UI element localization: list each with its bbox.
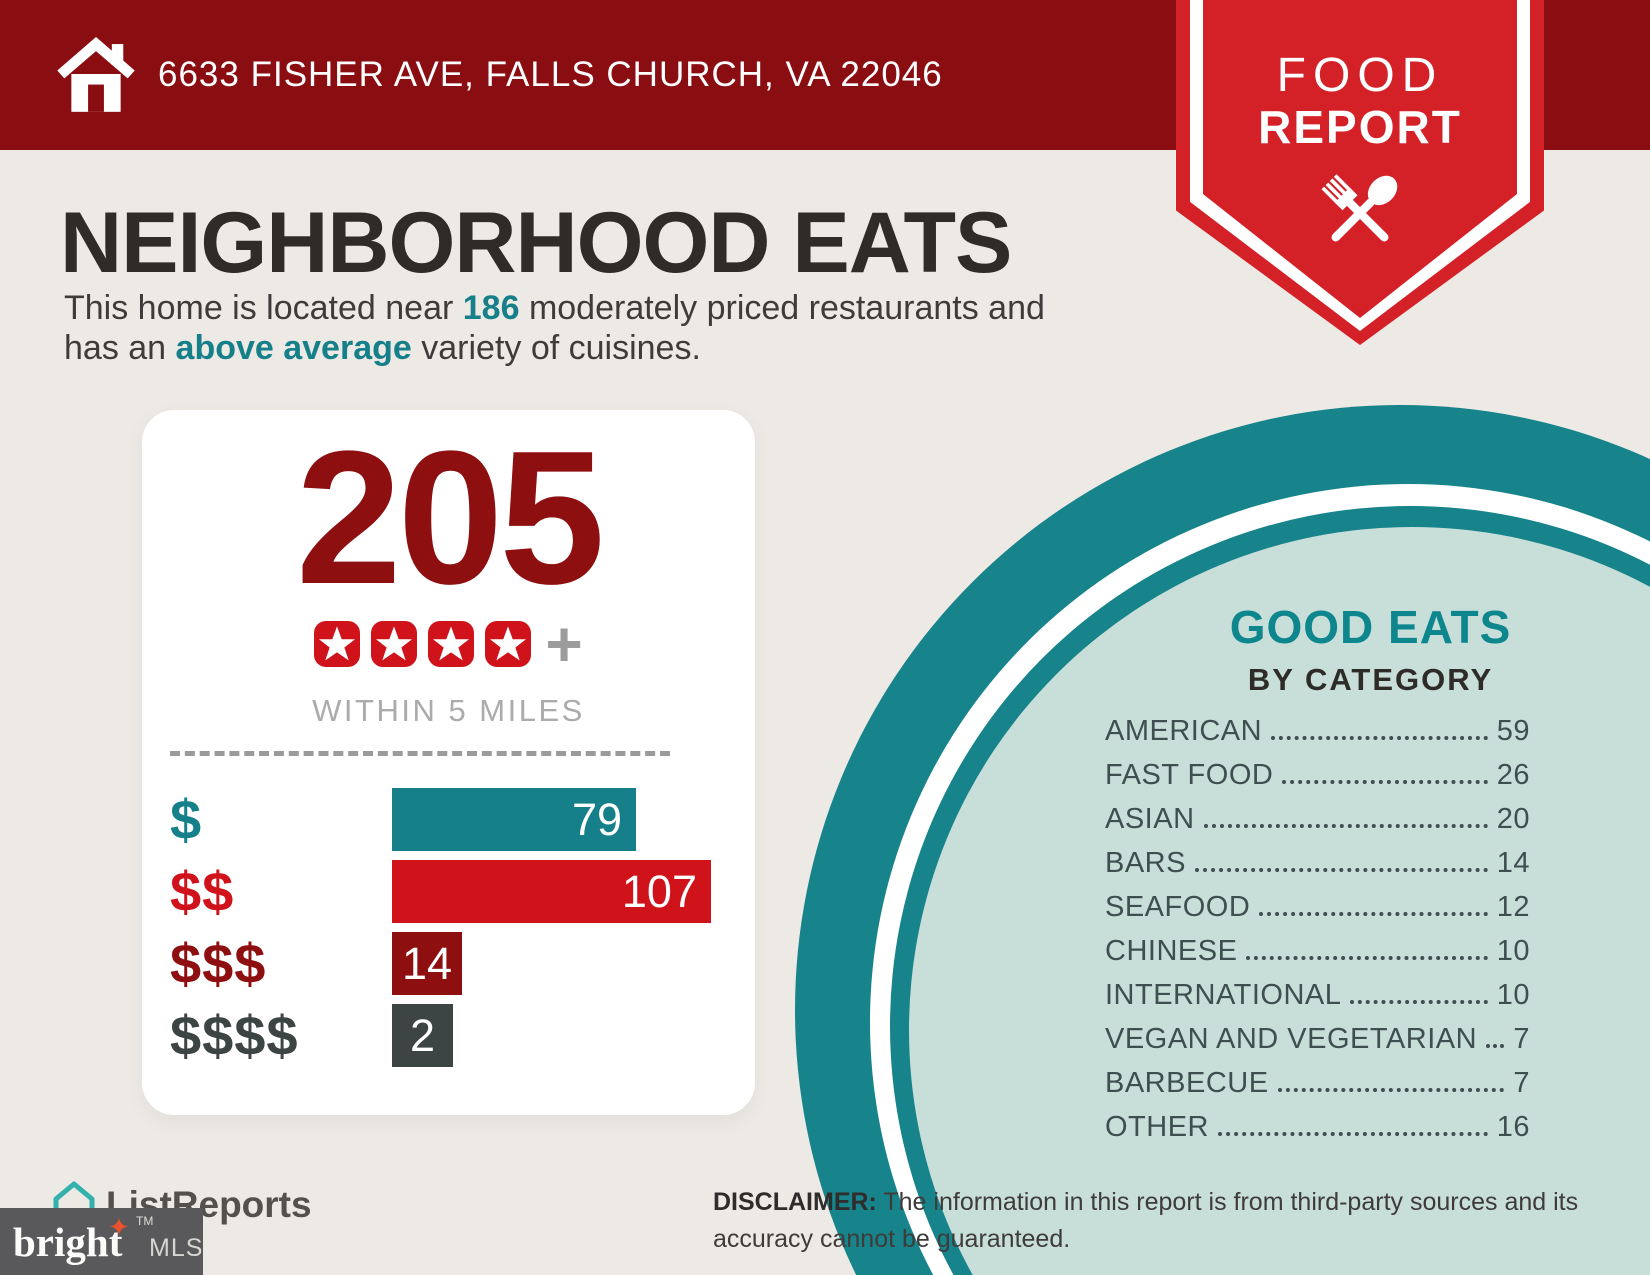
dotted-leader [1350,1000,1488,1004]
total-restaurants-count: 205 [295,412,605,624]
price-tier-value: 79 [571,793,622,845]
category-label: SEAFOOD [1105,891,1251,923]
category-value: 14 [1496,847,1530,879]
restaurant-count: 186 [462,289,520,327]
intro-line1-pre: This home is located near [64,289,463,327]
disclaimer-label: DISCLAIMER: [713,1188,877,1216]
radius-label: WITHIN 5 MILES [312,693,585,728]
rating-plus-sign: + [545,608,583,680]
price-tier-label: $$$ [170,932,267,995]
category-value: 10 [1496,935,1530,967]
dotted-leader [1259,912,1488,916]
intro-highlight: above average [175,329,412,367]
ribbon-title-line2: REPORT [1258,101,1462,153]
price-tier-bar: 107 [392,860,711,923]
dotted-leader [1203,824,1488,828]
price-tier-bar-chart: $79 $$ 107 $$$ 14 $$$$ 2 [170,788,755,1076]
category-label: AMERICAN [1105,715,1263,747]
price-tier-label: $$ [170,860,235,923]
good-eats-title: GOOD EATS [1229,601,1512,653]
disclaimer-line1: The information in this report is from t… [876,1188,1579,1216]
category-row: FAST FOOD 26 [1105,759,1530,803]
category-label: BARBECUE [1105,1067,1269,1099]
restaurant-summary-card: 205 + WITHIN 5 MILES $79 $$ 107 $$$ 14 $$$$ 2 [142,410,755,1115]
category-row: BARS 14 [1105,847,1530,891]
category-label: ASIAN [1105,803,1195,835]
star-rating: + [142,608,755,680]
category-value: 7 [1513,1067,1530,1099]
price-tier-value: 2 [409,1009,436,1061]
dotted-leader [1218,1132,1488,1136]
category-row: OTHER 16 [1105,1111,1530,1155]
good-eats-header: GOOD EATS BY CATEGORY [1138,600,1603,698]
good-eats-category-list: AMERICAN 59 FAST FOOD 26 ASIAN 20 BARS 14 SEAFOO… [1105,715,1530,1155]
star-icon [428,621,475,667]
price-tier-row: $$ 107 [170,860,755,923]
price-tier-label: $$$$ [170,1004,299,1067]
good-eats-subtitle: BY CATEGORY [1247,662,1494,697]
dotted-leader [1194,868,1488,872]
four-point-star-icon: ✦ [108,1212,130,1242]
category-label: VEGAN AND VEGETARIAN [1105,1023,1478,1055]
intro-text: This home is located near 186 moderately… [64,288,1144,368]
intro-line1-post: moderately priced restaurants and [519,289,1045,327]
star-icon [371,621,418,667]
category-value: 7 [1513,1023,1530,1055]
category-row: INTERNATIONAL 10 [1105,979,1530,1023]
ribbon-title-line1: FOOD [1276,49,1444,102]
price-tier-bar: 14 [392,932,462,995]
bright-mls-logo: bright ✦ TM MLS [0,1208,203,1275]
home-icon [57,37,135,112]
price-tier-bar: 2 [392,1004,453,1067]
mls-logo-text: MLS [149,1234,204,1262]
category-label: FAST FOOD [1105,759,1274,791]
bright-logo-text: bright [13,1219,123,1265]
price-tier-label: $ [170,788,203,851]
category-value: 20 [1496,803,1530,835]
dotted-leader [1271,736,1488,740]
star-icon [314,621,361,667]
price-tier-row: $79 [170,788,755,851]
category-value: 10 [1496,979,1530,1011]
dashed-divider [170,751,670,756]
dotted-leader [1246,956,1488,960]
category-row: CHINESE 10 [1105,935,1530,979]
property-address: 6633 FISHER AVE, FALLS CHURCH, VA 22046 [158,55,943,94]
category-row: VEGAN AND VEGETARIAN 7 [1105,1023,1530,1067]
disclaimer-line2: accuracy cannot be guaranteed. [713,1225,1071,1253]
intro-line2-pre: has an [64,329,176,367]
category-value: 26 [1496,759,1530,791]
price-tier-value: 107 [621,865,697,917]
category-row: AMERICAN 59 [1105,715,1530,759]
category-row: SEAFOOD 12 [1105,891,1530,935]
dotted-leader [1282,780,1488,784]
food-report-ribbon: FOOD REPORT [1176,0,1544,345]
price-tier-value: 14 [401,937,453,989]
trademark-symbol: TM [136,1214,154,1228]
category-label: CHINESE [1105,935,1238,967]
category-row: BARBECUE 7 [1105,1067,1530,1111]
crossed-spoon-fork-icon [1321,174,1398,242]
price-tier-row: $$$ 14 [170,932,755,995]
category-value: 16 [1496,1111,1530,1143]
category-label: INTERNATIONAL [1105,979,1342,1011]
intro-line2-post: variety of cuisines. [411,329,701,367]
disclaimer-text: DISCLAIMER: The information in this repo… [713,1184,1613,1258]
category-value: 59 [1496,715,1530,747]
category-value: 12 [1496,891,1530,923]
price-tier-row: $$$$ 2 [170,1004,755,1067]
category-label: OTHER [1105,1111,1209,1143]
dotted-leader [1486,1044,1505,1048]
star-icon [485,621,532,667]
price-tier-bar: 79 [392,788,636,851]
category-label: BARS [1105,847,1186,879]
category-row: ASIAN 20 [1105,803,1530,847]
page-title: NEIGHBORHOOD EATS [60,195,1012,291]
dotted-leader [1277,1088,1505,1092]
